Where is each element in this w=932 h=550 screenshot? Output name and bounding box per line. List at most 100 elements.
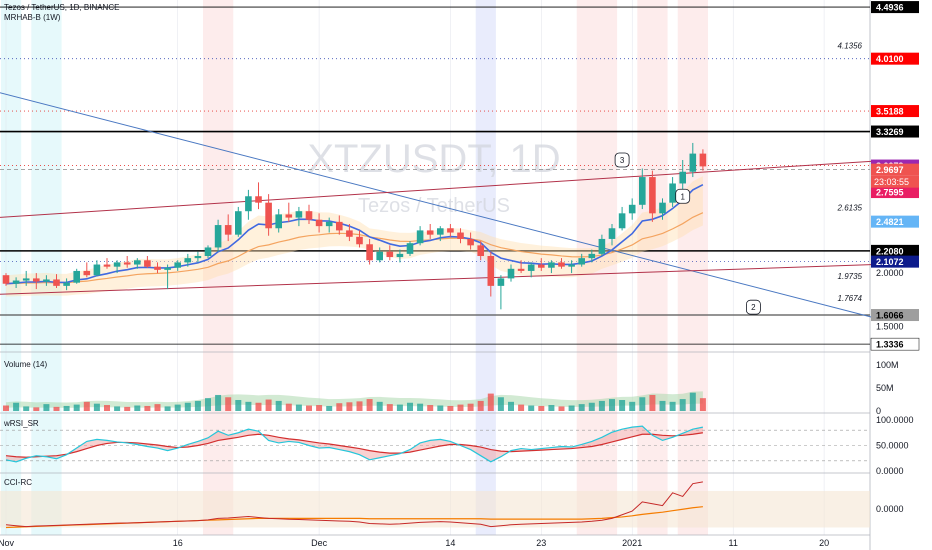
- volume-bar: [114, 406, 121, 411]
- candle-body: [315, 219, 323, 227]
- candle-body: [477, 245, 484, 256]
- candle-body: [295, 211, 303, 218]
- volume-bar: [437, 405, 444, 411]
- candle-body: [608, 228, 616, 239]
- cci-tick: 0.0000: [876, 504, 904, 514]
- watermark-main: XTZUSDT, 1D: [307, 137, 560, 181]
- ema-slow-line: [5, 212, 704, 285]
- volume-bar: [447, 405, 454, 411]
- volume-bar: [356, 401, 363, 411]
- candle-body: [426, 230, 434, 235]
- candle-body: [33, 278, 40, 282]
- x-tick-label: 16: [173, 538, 183, 548]
- volume-bar: [538, 405, 545, 411]
- candle-body: [679, 171, 686, 184]
- header-indicator: MRHAB-B (1W): [4, 13, 61, 22]
- price-tags: 4.49364.01003.51883.32693.00792.96972.82…: [870, 1, 920, 351]
- volume-bar: [679, 399, 686, 411]
- watermark-sub: Tezos / TetherUS: [358, 195, 510, 217]
- callout-label: 3: [620, 156, 625, 165]
- session-band: [677, 0, 708, 535]
- volume-bar: [174, 404, 181, 411]
- volume-bar: [154, 404, 161, 411]
- volume-tick: 0: [876, 406, 881, 416]
- volume-bar: [629, 401, 636, 411]
- volume-bar: [336, 403, 343, 411]
- candle-body: [245, 196, 252, 212]
- session-band: [1, 0, 22, 535]
- x-tick-label: 23: [536, 538, 546, 548]
- candle-body: [639, 177, 646, 205]
- volume-bar: [43, 404, 50, 411]
- candle-body: [12, 280, 20, 284]
- price-tag-label: 2.7595: [876, 188, 904, 198]
- candle-body: [224, 225, 232, 235]
- candle-body: [618, 213, 626, 229]
- volume-bar: [669, 401, 676, 411]
- volume-bar: [215, 394, 222, 411]
- candle-body: [366, 244, 373, 261]
- candle-body: [2, 275, 10, 284]
- candle-body: [83, 270, 91, 276]
- price-tag-label: 3.5188: [876, 107, 904, 117]
- volume-bar: [407, 402, 413, 411]
- candle-body: [689, 153, 697, 172]
- volume-bar: [427, 405, 434, 411]
- x-tick-label: 11: [729, 538, 738, 548]
- candle-body: [184, 258, 192, 263]
- rsi-title: wRSI_SR: [3, 419, 39, 428]
- volume-bar: [295, 404, 302, 411]
- volume-bar: [619, 400, 626, 411]
- candle-body: [53, 279, 60, 286]
- volume-bar: [265, 399, 272, 411]
- volume-bar: [316, 405, 323, 411]
- volume-pane: 100M 50M 0: [3, 360, 899, 416]
- candle-body: [275, 214, 282, 229]
- rsi-tick: 50.0000: [876, 441, 909, 451]
- candle-body: [497, 278, 505, 286]
- rsi-tick: 100.0000: [876, 415, 914, 425]
- countdown-bg: [871, 175, 919, 188]
- fib-label: 1.7674: [838, 294, 863, 303]
- candle-body: [437, 228, 444, 235]
- candle-body: [568, 264, 575, 267]
- candle-body: [517, 268, 525, 271]
- price-tag-bg: [871, 244, 919, 257]
- volume-bar: [205, 398, 211, 411]
- volume-bar: [548, 405, 555, 411]
- candle-body: [457, 232, 464, 239]
- price-tag-label: 4.4936: [876, 3, 904, 13]
- candle-body: [659, 202, 666, 214]
- candle-body: [204, 247, 212, 256]
- x-tick-label: Dec: [311, 538, 328, 548]
- price-tag-bg: [870, 337, 920, 351]
- candle-body: [134, 260, 141, 265]
- candle-body: [487, 256, 495, 286]
- volume-bar: [194, 400, 201, 411]
- candle-body: [214, 225, 222, 248]
- rsi-pane: 100.0000 50.0000 0.0000: [0, 415, 914, 476]
- volume-bar: [13, 402, 20, 411]
- candle-body: [467, 238, 474, 246]
- candle-body: [699, 153, 707, 167]
- candle-body: [144, 260, 151, 267]
- trendline: [0, 160, 875, 218]
- volume-bar: [164, 406, 171, 411]
- volume-tick: 50M: [876, 383, 894, 393]
- candle-body: [325, 221, 333, 227]
- callout-box: [614, 152, 630, 168]
- callout-label: 2: [751, 303, 756, 312]
- volume-bar: [225, 397, 232, 411]
- volume-bar: [578, 404, 585, 411]
- candle-body: [558, 262, 565, 267]
- candle-body: [43, 279, 50, 282]
- volume-bar: [134, 405, 141, 411]
- volume-bar: [649, 394, 656, 411]
- trendline: [0, 92, 875, 319]
- price-tag-bg: [871, 255, 919, 268]
- volume-bar: [598, 400, 605, 411]
- candle-body: [265, 202, 272, 229]
- candle-body: [538, 264, 545, 268]
